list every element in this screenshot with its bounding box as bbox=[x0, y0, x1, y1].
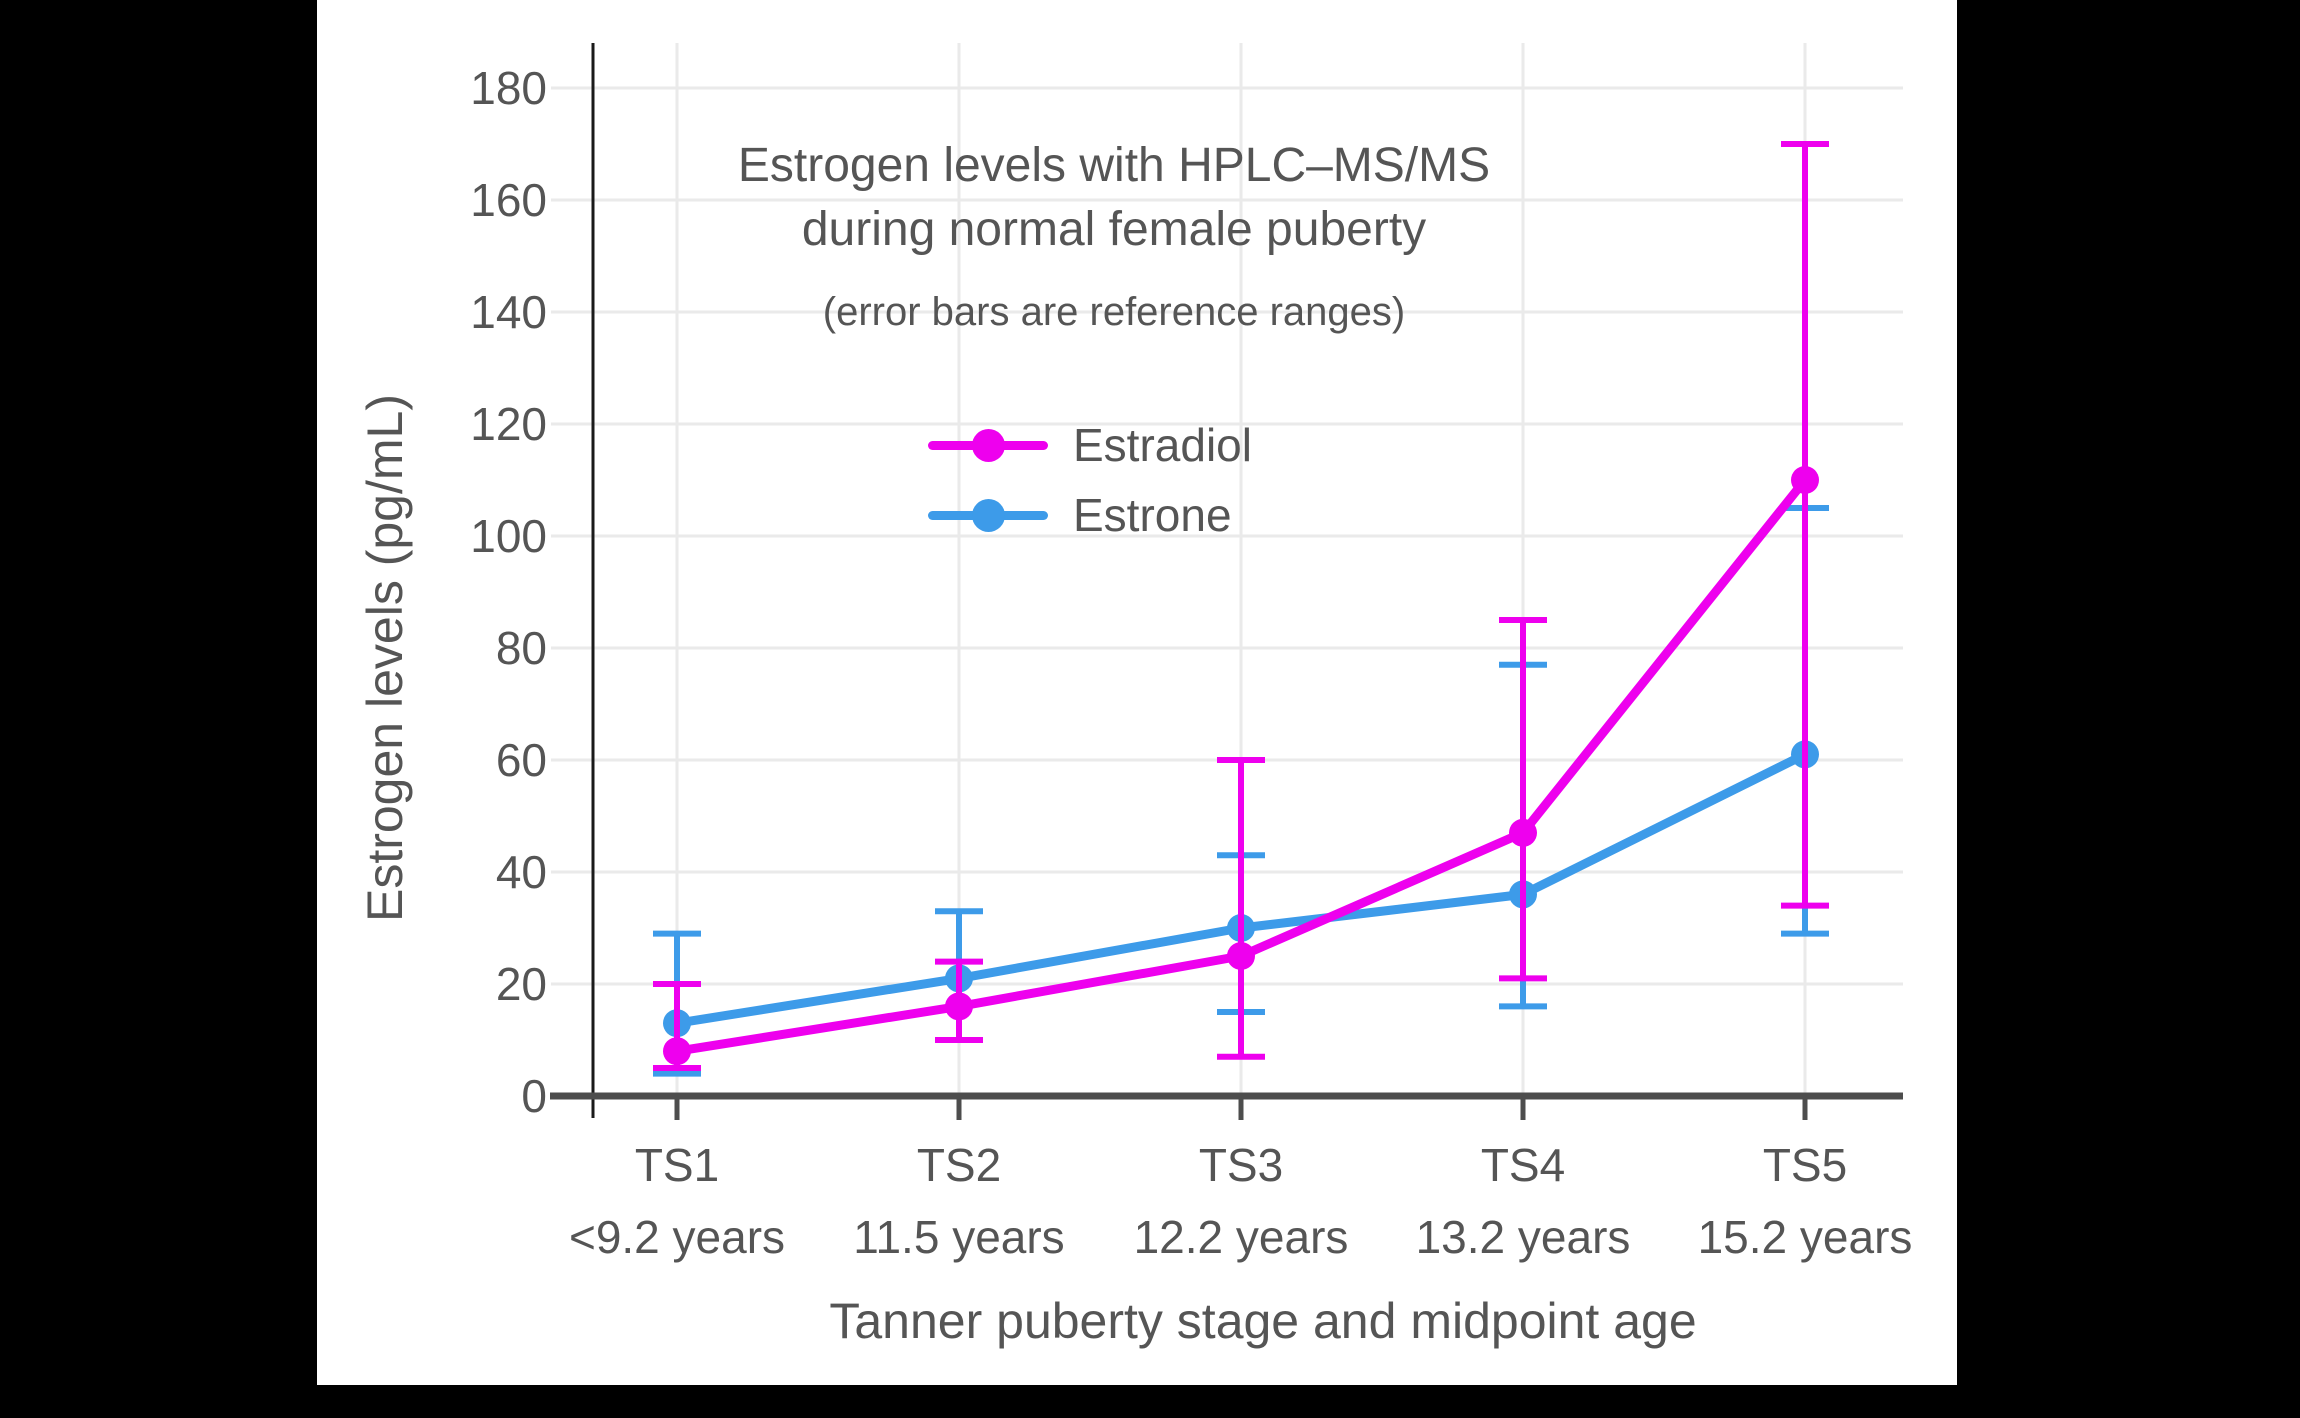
legend-label: Estrone bbox=[1073, 489, 1232, 541]
data-point bbox=[1791, 466, 1819, 494]
y-tick-label: 120 bbox=[470, 398, 547, 450]
data-point bbox=[663, 1037, 691, 1066]
x-tick-sublabel: 11.5 years bbox=[853, 1211, 1065, 1263]
legend-swatch-icon bbox=[928, 491, 1048, 539]
y-tick-label: 100 bbox=[470, 510, 547, 562]
x-tick-label: TS4 bbox=[1480, 1139, 1566, 1191]
data-point bbox=[945, 992, 973, 1021]
x-tick-label: TS2 bbox=[916, 1139, 1002, 1191]
x-axis-title: Tanner puberty stage and midpoint age bbox=[829, 1293, 1697, 1349]
y-tick-label: 20 bbox=[495, 958, 547, 1010]
x-tick-sublabel: <9.2 years bbox=[568, 1211, 786, 1263]
y-tick-label: 140 bbox=[470, 286, 547, 338]
legend-item: Estradiol bbox=[928, 419, 1252, 471]
x-tick-label: TS3 bbox=[1198, 1139, 1284, 1191]
x-tick-label: TS1 bbox=[634, 1139, 720, 1191]
y-tick-label: 160 bbox=[470, 174, 547, 226]
legend-swatch-icon bbox=[928, 421, 1048, 469]
chart-title-line2: during normal female puberty bbox=[801, 203, 1427, 256]
legend-item: Estrone bbox=[928, 489, 1252, 541]
legend-dot bbox=[972, 429, 1005, 462]
y-tick-label: 180 bbox=[470, 62, 547, 114]
x-tick-sublabel: 13.2 years bbox=[1415, 1211, 1631, 1263]
figure-panel bbox=[317, 0, 1957, 1385]
legend: Estradiol Estrone bbox=[928, 419, 1252, 541]
y-tick-label: 40 bbox=[495, 846, 547, 898]
chart-subtitle: (error bars are reference ranges) bbox=[822, 290, 1406, 334]
chart-title: Estrogen levels with HPLC–MS/MS during n… bbox=[618, 134, 1610, 262]
y-tick-label: 60 bbox=[495, 734, 547, 786]
chart-title-line1: Estrogen levels with HPLC–MS/MS bbox=[737, 139, 1491, 192]
series-estradiol bbox=[653, 141, 1829, 1071]
data-point bbox=[1509, 818, 1537, 847]
x-tick-sublabel: 15.2 years bbox=[1697, 1211, 1913, 1263]
x-tick-sublabel: 12.2 years bbox=[1133, 1211, 1349, 1263]
y-tick-label: 80 bbox=[495, 622, 547, 674]
y-tick-label: 0 bbox=[521, 1070, 547, 1122]
legend-label: Estradiol bbox=[1073, 419, 1252, 471]
x-tick-label: TS5 bbox=[1762, 1139, 1848, 1191]
legend-dot bbox=[972, 499, 1005, 532]
data-point bbox=[1227, 942, 1255, 970]
